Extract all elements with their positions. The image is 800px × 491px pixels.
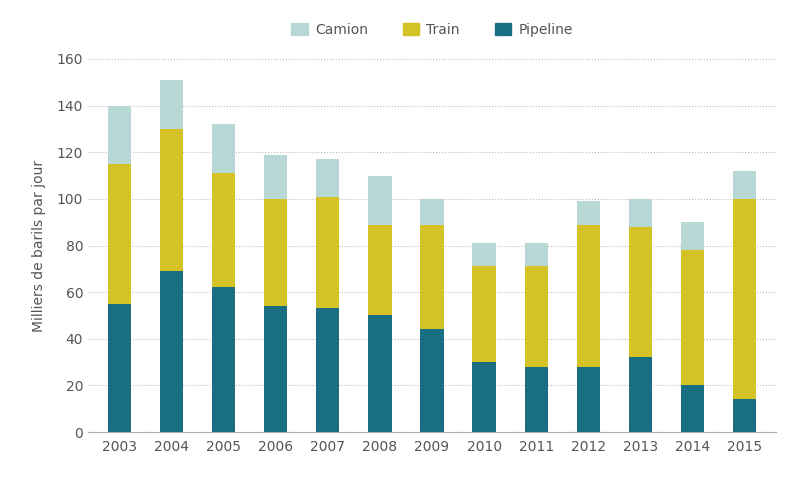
Bar <box>733 171 757 199</box>
Bar <box>681 385 704 432</box>
Bar <box>316 159 339 196</box>
Bar <box>107 304 131 432</box>
Bar <box>472 267 496 362</box>
Bar <box>212 173 235 288</box>
Bar <box>681 250 704 385</box>
Bar <box>316 308 339 432</box>
Bar <box>525 267 548 367</box>
Bar <box>212 288 235 432</box>
Bar <box>577 367 600 432</box>
Bar <box>264 155 287 199</box>
Bar <box>420 199 444 224</box>
Bar <box>160 129 183 271</box>
Bar <box>160 271 183 432</box>
Bar <box>525 367 548 432</box>
Y-axis label: Milliers de barils par jour: Milliers de barils par jour <box>31 160 46 331</box>
Bar <box>472 362 496 432</box>
Bar <box>107 164 131 304</box>
Bar <box>577 224 600 367</box>
Bar <box>160 80 183 129</box>
Bar <box>107 106 131 164</box>
Bar <box>264 199 287 306</box>
Bar <box>212 124 235 173</box>
Bar <box>629 357 652 432</box>
Bar <box>577 201 600 224</box>
Bar <box>681 222 704 250</box>
Bar <box>629 199 652 227</box>
Bar <box>420 224 444 329</box>
Bar <box>733 400 757 432</box>
Bar <box>629 227 652 357</box>
Bar <box>525 243 548 267</box>
Bar <box>316 196 339 308</box>
Bar <box>368 176 392 224</box>
Legend: Camion, Train, Pipeline: Camion, Train, Pipeline <box>286 17 578 42</box>
Bar <box>368 316 392 432</box>
Bar <box>733 199 757 400</box>
Bar <box>420 329 444 432</box>
Bar <box>472 243 496 267</box>
Bar <box>368 224 392 316</box>
Bar <box>264 306 287 432</box>
